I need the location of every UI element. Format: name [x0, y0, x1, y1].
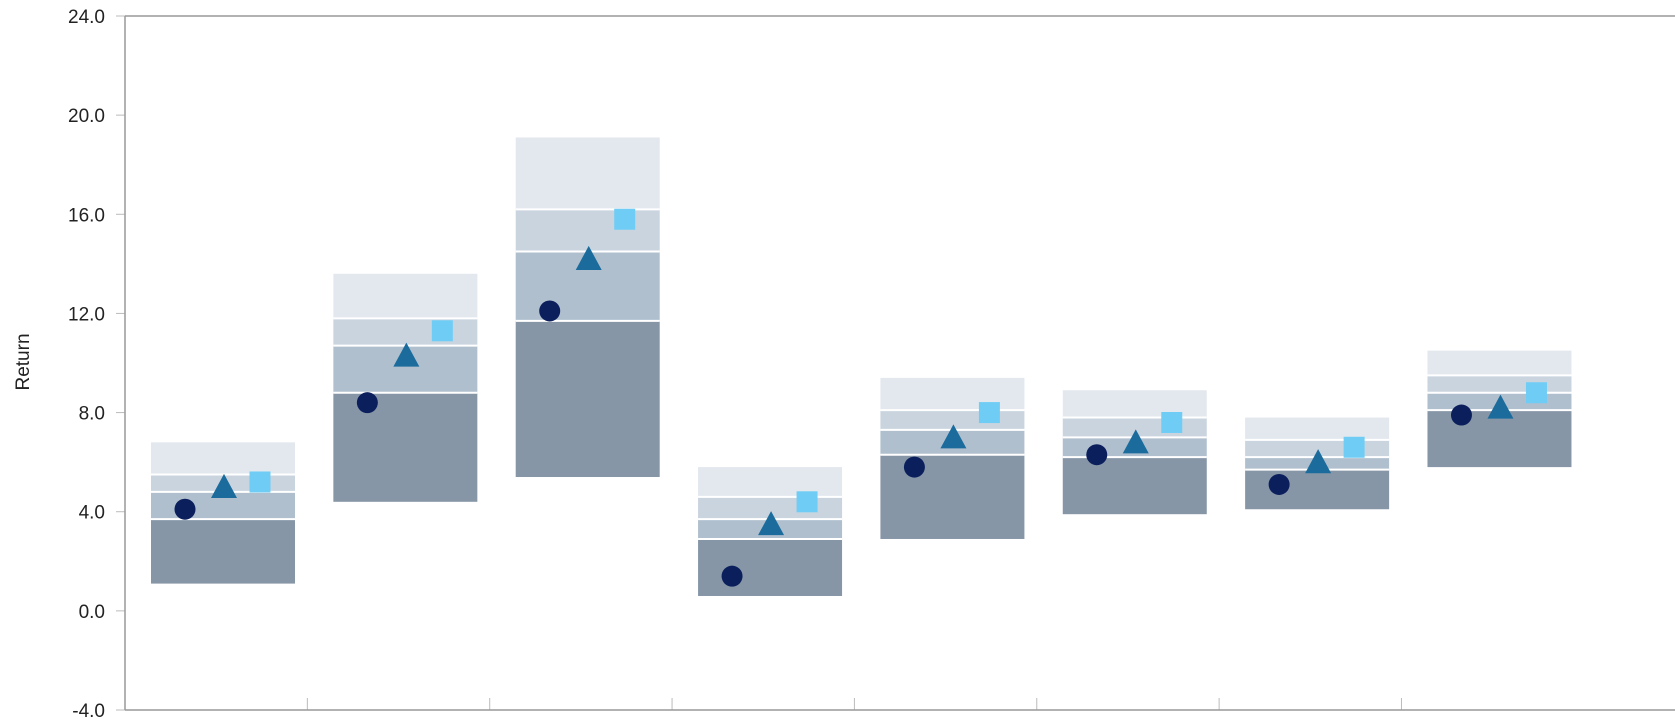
y-tick-label: -4.0	[72, 701, 105, 719]
y-tick-label: 16.0	[68, 205, 105, 226]
circle-marker	[174, 498, 196, 520]
range-band	[151, 519, 295, 584]
x-axis-ticks	[306, 698, 1402, 710]
range-band	[880, 454, 1025, 539]
range-band	[151, 442, 295, 475]
triangle-marker	[940, 424, 967, 449]
range-band	[515, 137, 660, 210]
circle-marker	[539, 300, 561, 322]
triangle-marker	[1305, 449, 1332, 474]
square-marker	[431, 320, 453, 342]
range-band	[1427, 350, 1572, 376]
square-marker	[796, 491, 818, 513]
range-band	[333, 392, 478, 502]
triangle-marker	[758, 511, 785, 536]
y-tick-label: 12.0	[68, 304, 105, 325]
square-marker	[614, 208, 636, 230]
square-marker	[1525, 382, 1547, 404]
range-band	[1427, 375, 1572, 393]
y-tick-label: 4.0	[79, 503, 105, 524]
range-band	[515, 320, 660, 478]
triangle-marker	[393, 342, 420, 367]
range-band	[1245, 469, 1390, 510]
square-marker	[1161, 411, 1183, 433]
triangle-marker	[211, 473, 237, 498]
circle-marker	[1450, 404, 1472, 426]
circle-marker	[1086, 444, 1108, 466]
y-tick-label: 8.0	[79, 404, 105, 425]
y-axis-title: Return	[13, 333, 34, 390]
range-band	[1062, 390, 1207, 418]
y-tick-label: 24.0	[68, 7, 105, 28]
circle-marker	[721, 565, 743, 587]
range-band	[698, 467, 843, 497]
square-marker	[1343, 436, 1365, 458]
range-band	[1245, 417, 1390, 440]
square-marker	[978, 402, 1000, 424]
range-bands	[151, 137, 1572, 596]
y-tick-label: 20.0	[68, 106, 105, 127]
range-band	[333, 318, 478, 346]
range-band	[880, 377, 1025, 411]
range-band	[698, 538, 843, 596]
y-axis-ticks: 24.0 20.0 16.0 12.0 8.0 4.0 0.0 -4.0	[68, 7, 125, 719]
range-band	[515, 209, 660, 252]
square-marker	[249, 471, 271, 493]
triangle-marker	[1487, 394, 1514, 419]
triangle-marker	[1122, 429, 1149, 454]
range-band	[1062, 457, 1207, 515]
circle-marker	[356, 392, 378, 414]
y-tick-label: 0.0	[79, 602, 105, 623]
triangle-marker	[575, 245, 602, 270]
circle-marker	[903, 456, 925, 478]
range-band	[1427, 410, 1572, 468]
circle-marker	[1268, 473, 1290, 495]
data-markers	[174, 208, 1547, 587]
range-band	[333, 273, 478, 319]
